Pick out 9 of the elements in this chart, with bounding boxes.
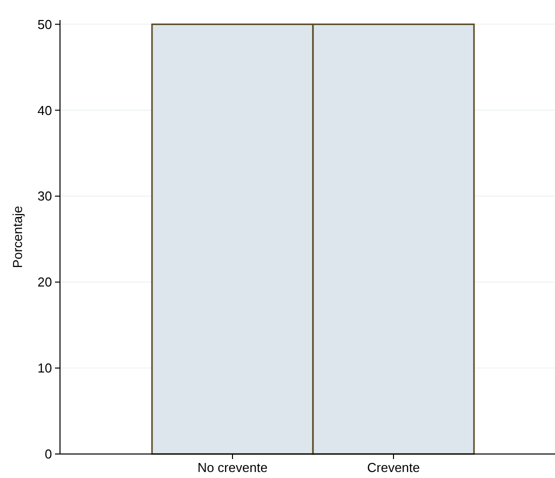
x-tick-label: No crevente: [197, 460, 268, 475]
y-tick-label: 40: [38, 102, 52, 118]
y-tick-label: 50: [38, 16, 52, 32]
x-tick-label: Crevente: [367, 460, 420, 475]
y-tick-label: 20: [38, 274, 52, 290]
y-tick-label: 10: [38, 360, 52, 376]
y-axis-title: Porcentaje: [10, 206, 25, 268]
y-tick-label: 0: [44, 446, 52, 462]
y-tick-label: 30: [38, 188, 52, 204]
